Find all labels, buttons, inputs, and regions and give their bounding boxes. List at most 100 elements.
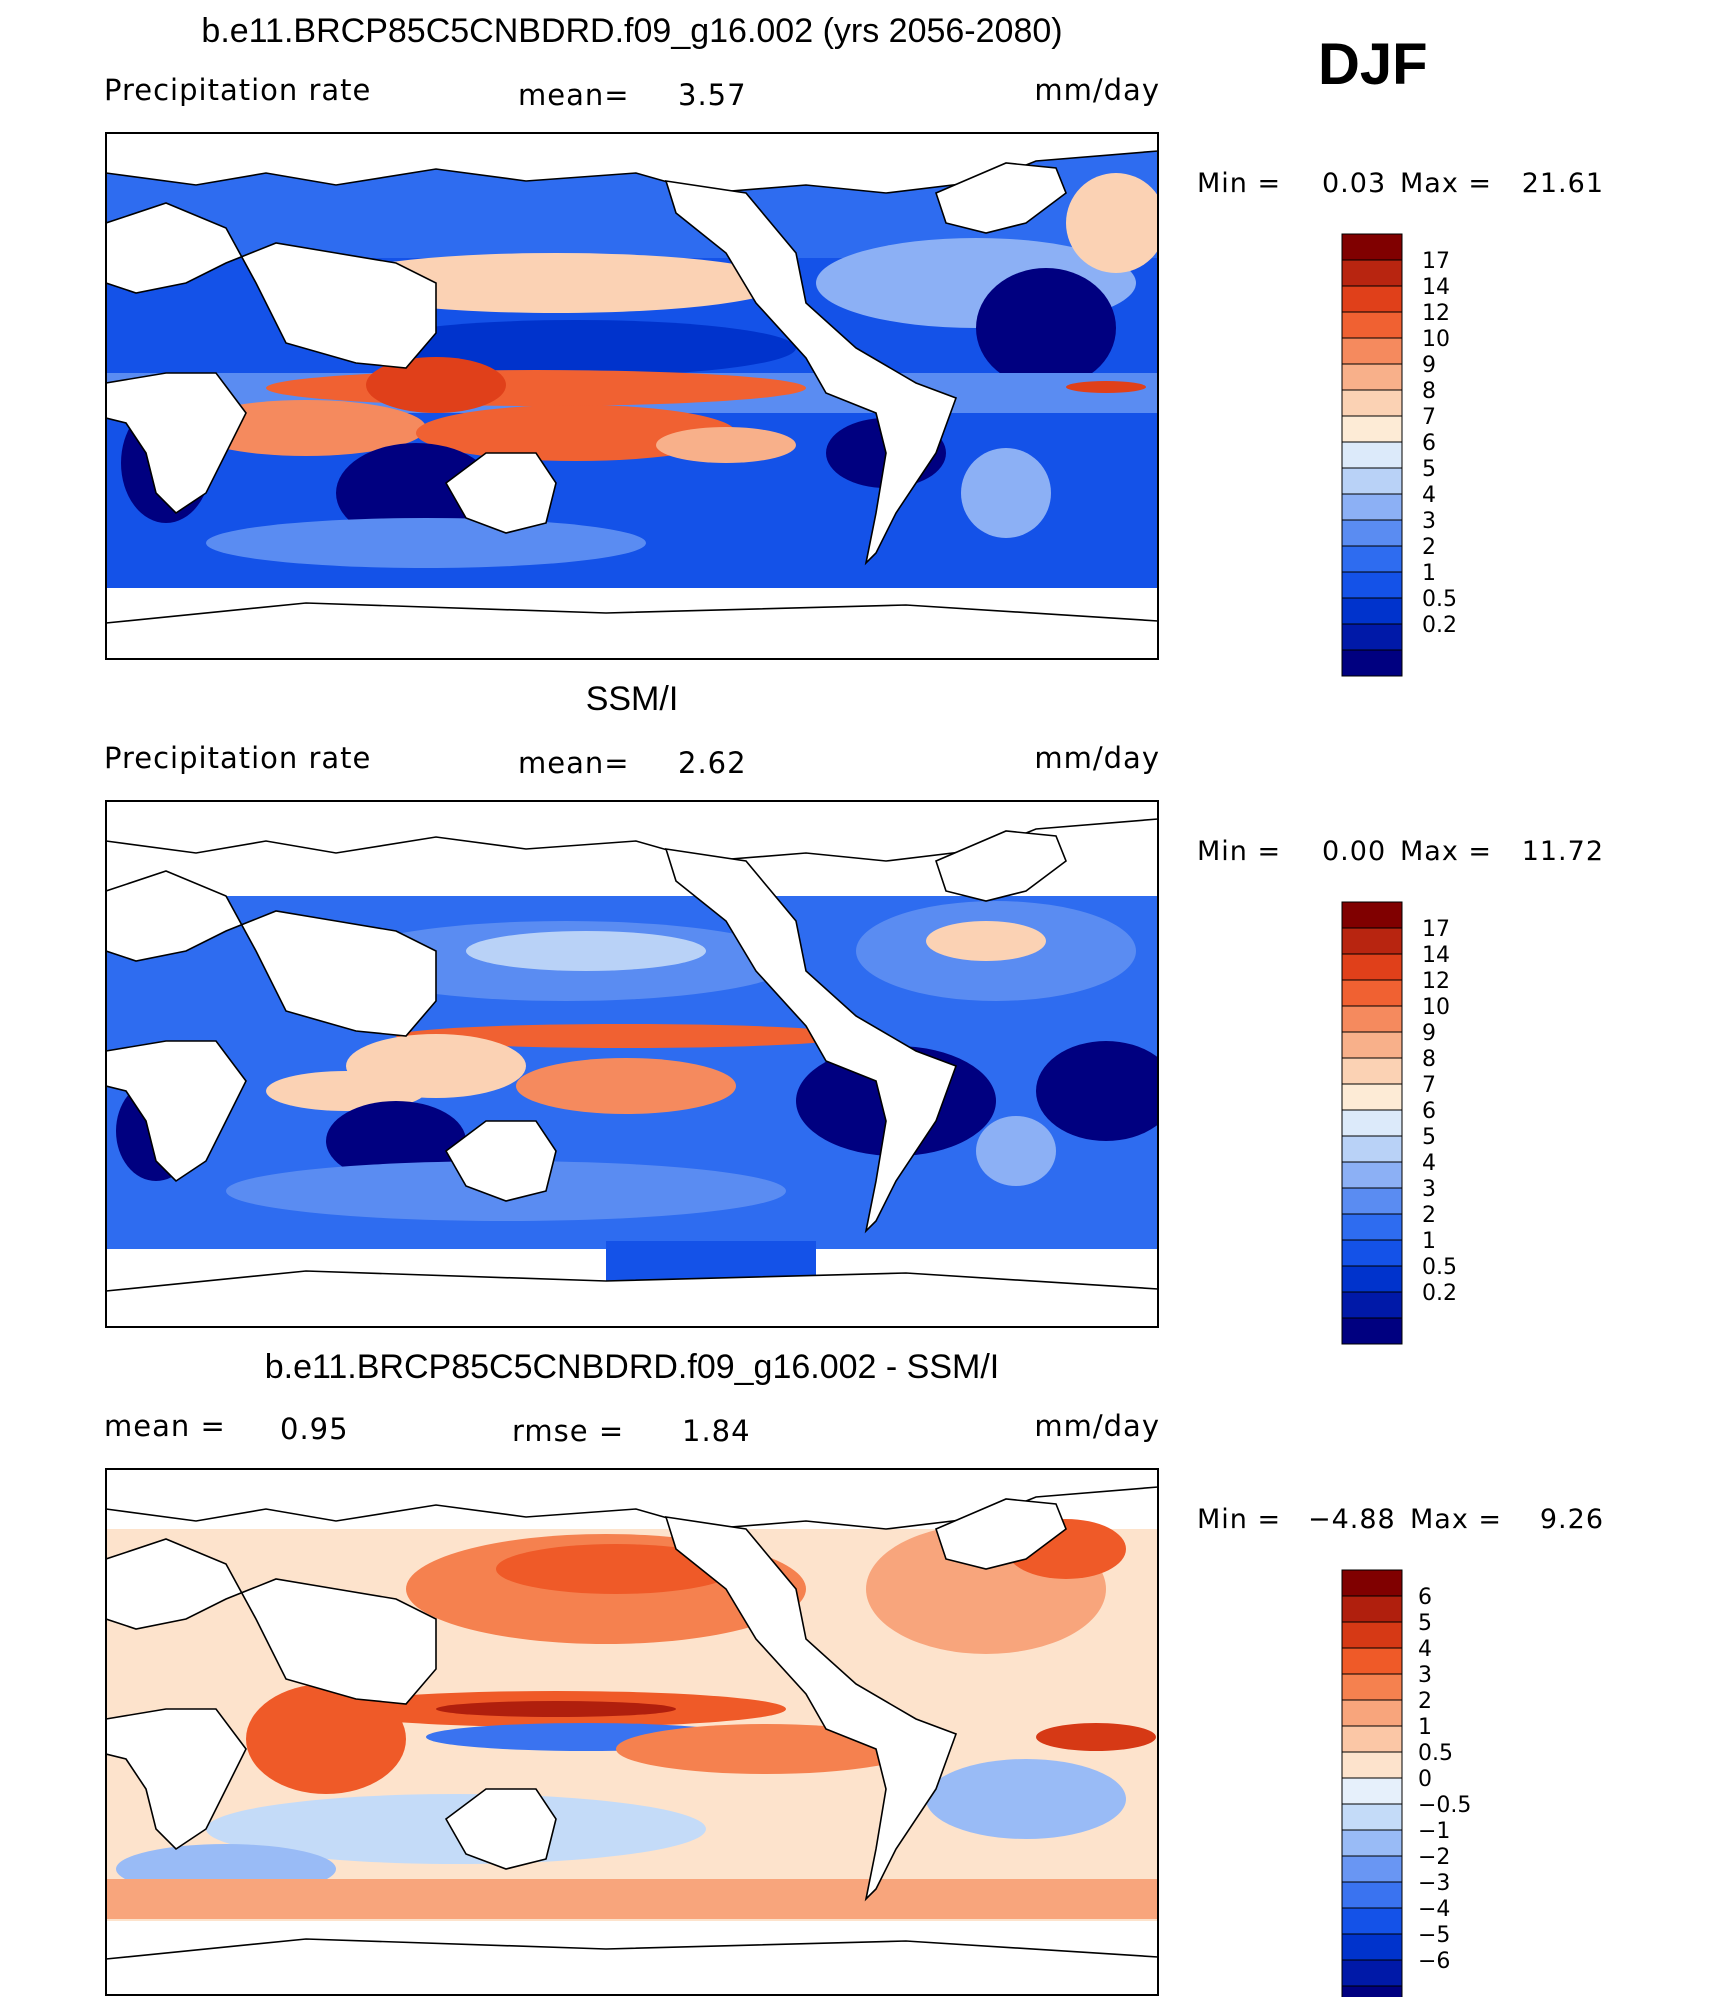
panel-1-colorbar-tick: 4 <box>1422 483 1436 508</box>
panel-2-max-value: 11.72 <box>1522 836 1604 867</box>
panel-3-colorbar-tick: −5 <box>1418 1923 1450 1948</box>
panel-1-colorbar-swatch <box>1341 545 1403 573</box>
panel-3-colorbar-swatch <box>1341 1647 1403 1675</box>
panel-1-max-label: Max = <box>1400 168 1492 199</box>
panel-1-colorbar-tick: 0.2 <box>1422 613 1457 638</box>
panel-1-colorbar-tick: 17 <box>1422 249 1450 274</box>
panel-1-colorbar-swatch <box>1341 311 1403 339</box>
panel-1-colorbar-tick: 8 <box>1422 379 1436 404</box>
panel-2-colorbar-swatch <box>1341 1057 1403 1085</box>
panel-3-colorbar-swatch <box>1341 1569 1403 1597</box>
panel-1-colorbar-tick: 5 <box>1422 457 1436 482</box>
panel-1-min-label: Min = <box>1197 168 1281 199</box>
panel-2-units: mm/day <box>1034 741 1160 775</box>
panel-2-colorbar-tick: 10 <box>1422 995 1450 1020</box>
panel-2-min-value: 0.00 <box>1322 836 1386 867</box>
panel-1-colorbar-tick: 1 <box>1422 561 1436 586</box>
panel-2-colorbar-swatch <box>1341 1083 1403 1111</box>
panel-1-min-value: 0.03 <box>1322 168 1386 199</box>
panel-3-colorbar-swatch <box>1341 1855 1403 1883</box>
panel-3-map <box>106 1469 1158 1995</box>
panel-1-map-frame <box>105 132 1159 660</box>
panel-1-colorbar-swatch <box>1341 285 1403 313</box>
panel-2-colorbar-swatch <box>1341 1161 1403 1189</box>
panel-2-colorbar-swatch <box>1341 927 1403 955</box>
panel-2-colorbar-swatch <box>1341 1291 1403 1319</box>
panel-1-title: b.e11.BRCP85C5CNBDRD.f09_g16.002 (yrs 20… <box>201 12 1062 50</box>
panel-2-colorbar-swatch <box>1341 1239 1403 1267</box>
panel-3-max-label: Max = <box>1410 1504 1502 1535</box>
panel-2-colorbar-swatch <box>1341 979 1403 1007</box>
panel-2-colorbar-swatch <box>1341 1187 1403 1215</box>
panel-2-colorbar-tick: 12 <box>1422 969 1450 994</box>
panel-2-colorbar-tick: 7 <box>1422 1073 1436 1098</box>
panel-2-max-label: Max = <box>1400 836 1492 867</box>
panel-3-colorbar-tick: 0 <box>1418 1767 1432 1792</box>
panel-3-left-value: 0.95 <box>280 1412 349 1446</box>
panel-1-colorbar-tick: 2 <box>1422 535 1436 560</box>
panel-2-colorbar-tick: 4 <box>1422 1151 1436 1176</box>
panel-2-colorbar-tick: 9 <box>1422 1021 1436 1046</box>
panel-1-colorbar-tick: 10 <box>1422 327 1450 352</box>
panel-3-map-frame <box>105 1468 1159 1996</box>
panel-1-colorbar-swatch <box>1341 415 1403 443</box>
panel-1-left-label: Precipitation rate <box>104 73 371 107</box>
panel-1-center-label: mean= <box>518 78 630 112</box>
panel-3-units: mm/day <box>1034 1409 1160 1443</box>
panel-3-min-label: Min = <box>1197 1504 1281 1535</box>
panel-1-colorbar-swatch <box>1341 259 1403 287</box>
panel-2-colorbar-tick: 6 <box>1422 1099 1436 1124</box>
panel-2-colorbar-swatch <box>1341 1031 1403 1059</box>
panel-3-colorbar-swatch <box>1341 1777 1403 1805</box>
panel-2-map <box>106 801 1158 1327</box>
panel-1-map <box>106 133 1158 659</box>
panel-3-colorbar-swatch <box>1341 1933 1403 1961</box>
panel-3-colorbar-swatch <box>1341 1907 1403 1935</box>
panel-3-colorbar-swatch <box>1341 1829 1403 1857</box>
panel-2-left-label: Precipitation rate <box>104 741 371 775</box>
panel-3-colorbar-tick: 5 <box>1418 1611 1432 1636</box>
panel-2-colorbar-swatch <box>1341 1213 1403 1241</box>
panel-3-min-value: −4.88 <box>1308 1504 1396 1535</box>
panel-3-colorbar-tick: −1 <box>1418 1819 1450 1844</box>
panel-1-colorbar-swatch <box>1341 363 1403 391</box>
panel-2-colorbar-swatch <box>1341 1135 1403 1163</box>
panel-1-colorbar-swatch <box>1341 571 1403 599</box>
panel-2-colorbar-swatch <box>1341 1109 1403 1137</box>
panel-3-colorbar-swatch <box>1341 1595 1403 1623</box>
panel-3-max-value: 9.26 <box>1540 1504 1604 1535</box>
panel-2-colorbar-tick: 1 <box>1422 1229 1436 1254</box>
panel-1-colorbar-tick: 3 <box>1422 509 1436 534</box>
panel-2-colorbar-tick: 2 <box>1422 1203 1436 1228</box>
panel-3-colorbar-tick: −6 <box>1418 1949 1450 1974</box>
panel-1-colorbar-tick: 9 <box>1422 353 1436 378</box>
panel-3-colorbar-tick: 6 <box>1418 1585 1432 1610</box>
panel-2-colorbar-tick: 14 <box>1422 943 1450 968</box>
panel-3-colorbar-tick: 4 <box>1418 1637 1432 1662</box>
panel-3-colorbar-swatch <box>1341 1985 1403 2002</box>
season-label: DJF <box>1318 32 1428 97</box>
panel-1-colorbar-swatch <box>1341 337 1403 365</box>
panel-2-colorbar-swatch <box>1341 1005 1403 1033</box>
panel-1-units: mm/day <box>1034 73 1160 107</box>
panel-1-colorbar-swatch <box>1341 519 1403 547</box>
panel-1-max-value: 21.61 <box>1522 168 1604 199</box>
panel-3-colorbar-tick: 2 <box>1418 1689 1432 1714</box>
panel-3-colorbar-tick: 0.5 <box>1418 1741 1453 1766</box>
panel-3-title: b.e11.BRCP85C5CNBDRD.f09_g16.002 - SSM/I <box>265 1348 1000 1386</box>
panel-1-colorbar-tick: 0.5 <box>1422 587 1457 612</box>
panel-1-colorbar-swatch <box>1341 233 1403 261</box>
panel-3-colorbar-swatch <box>1341 1959 1403 1987</box>
panel-1-colorbar-tick: 14 <box>1422 275 1450 300</box>
panel-3-colorbar-tick: 1 <box>1418 1715 1432 1740</box>
panel-3-colorbar-tick: −3 <box>1418 1871 1450 1896</box>
panel-2-colorbar-tick: 3 <box>1422 1177 1436 1202</box>
panel-3-center-label: rmse = <box>512 1414 624 1448</box>
panel-2-colorbar-tick: 8 <box>1422 1047 1436 1072</box>
panel-1-colorbar-tick: 7 <box>1422 405 1436 430</box>
panel-1-colorbar-swatch <box>1341 389 1403 417</box>
panel-2-colorbar-tick: 17 <box>1422 917 1450 942</box>
panel-3-left-label: mean = <box>104 1409 226 1443</box>
panel-3-colorbar-swatch <box>1341 1673 1403 1701</box>
